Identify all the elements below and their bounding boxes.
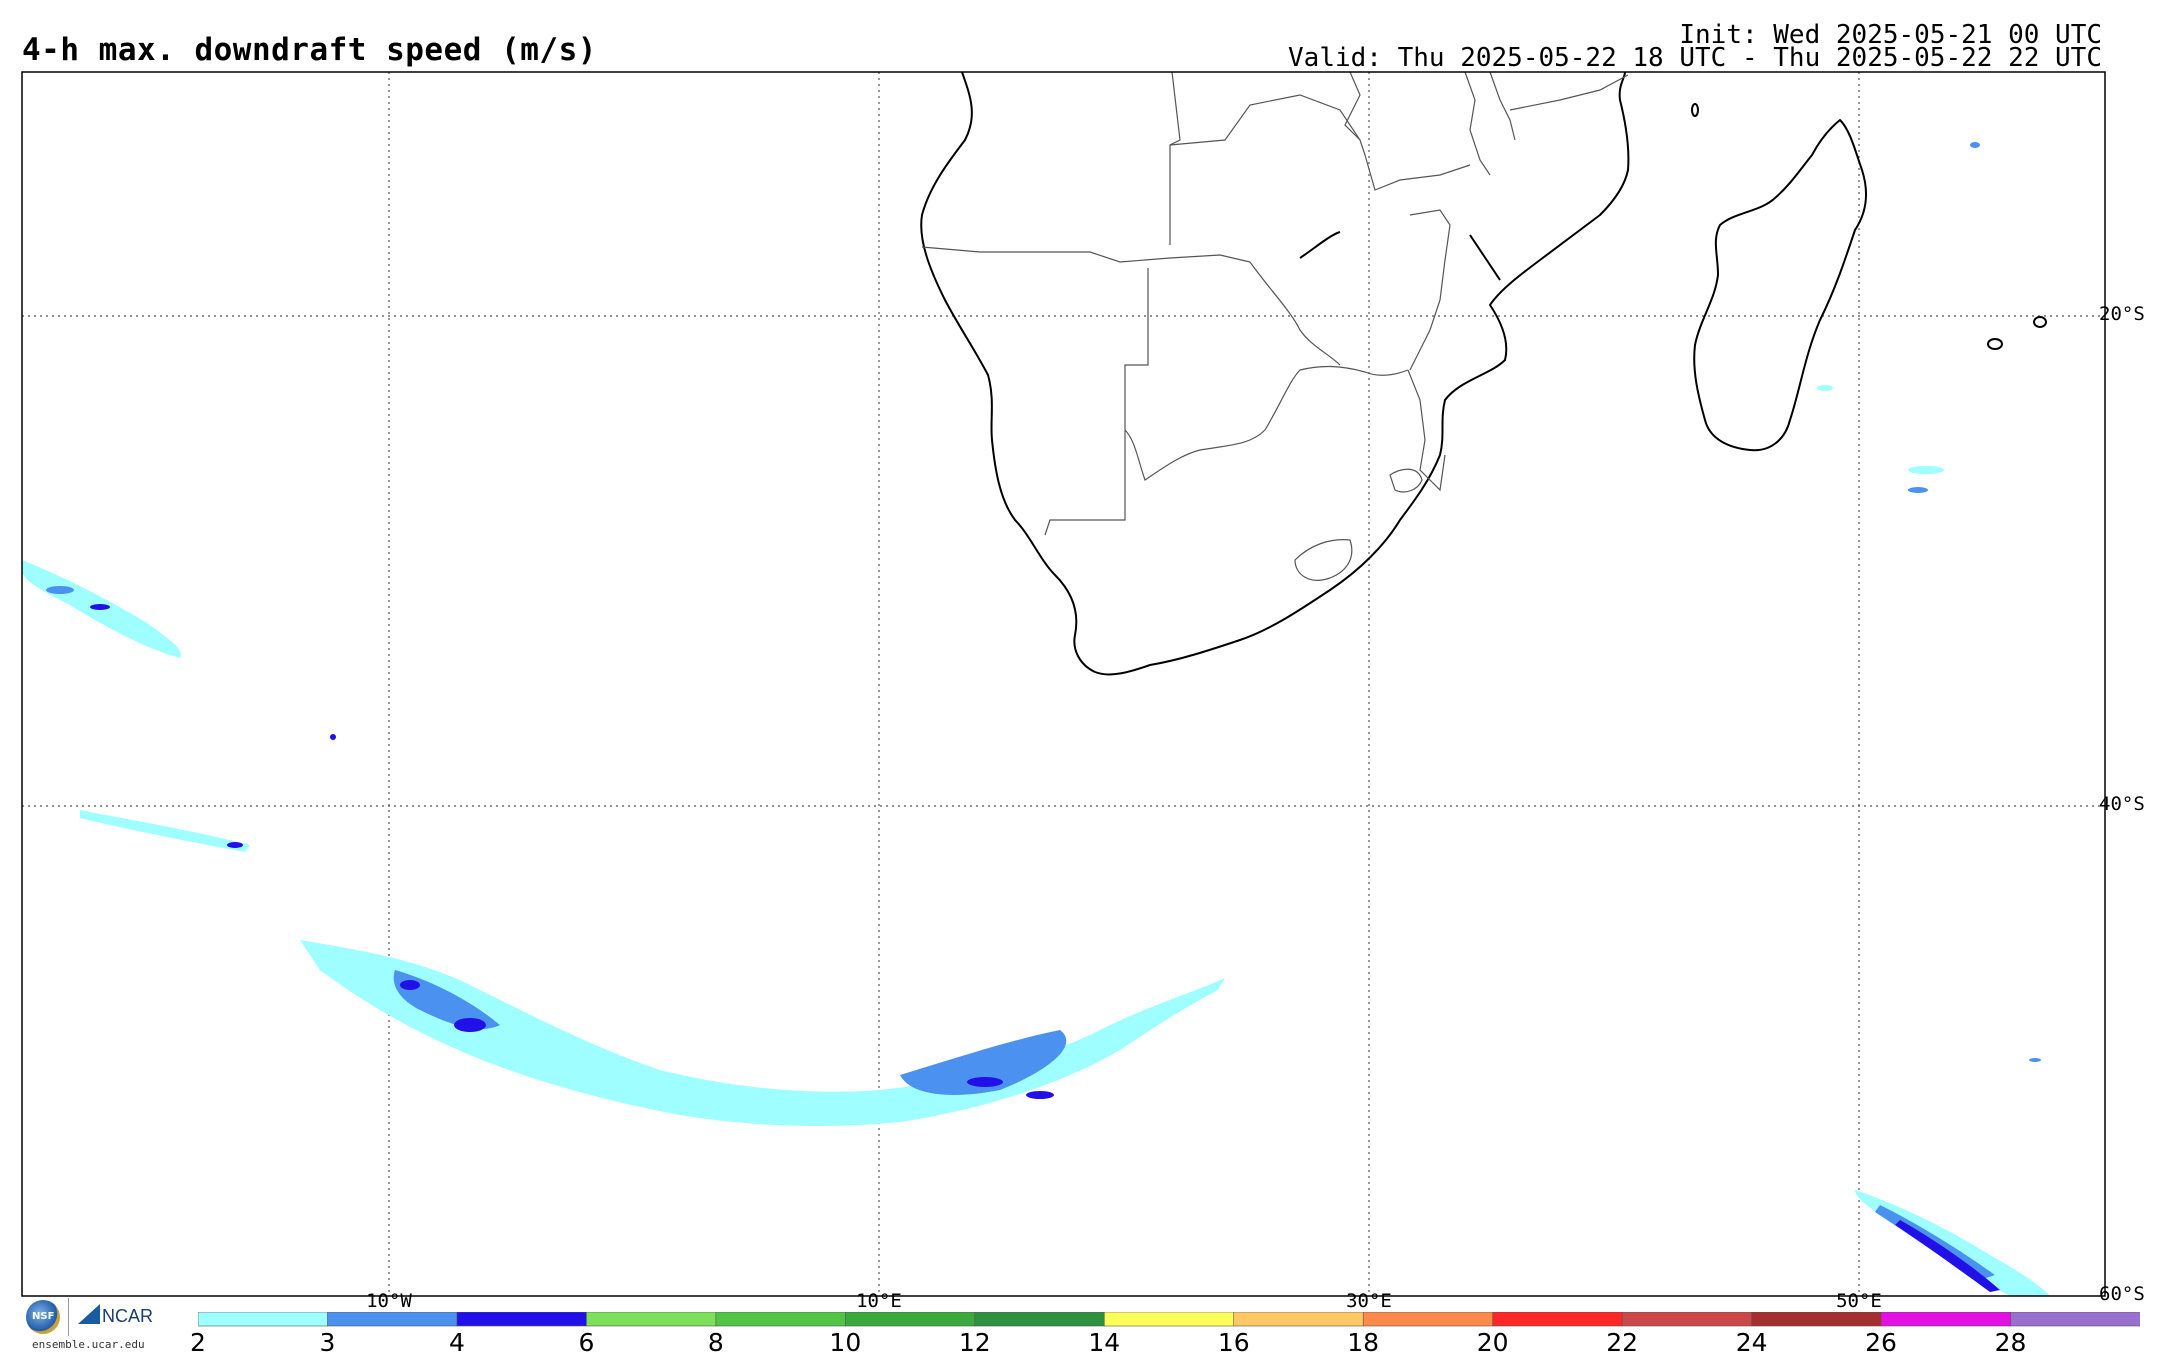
- border: [1169, 94, 1366, 156]
- downdraft-field: [22, 142, 2050, 1296]
- ncar-logo-icon: [78, 1304, 100, 1324]
- lat-label-40s: 40°S: [2099, 793, 2145, 815]
- border: [1124, 365, 1409, 481]
- border: [1344, 71, 1361, 141]
- field-cell: [2029, 1058, 2041, 1062]
- colorbar-segment: [845, 1312, 976, 1327]
- logo-divider: [68, 1298, 69, 1336]
- border: [1044, 268, 1149, 536]
- lon-label-10w: 10°W: [366, 1290, 412, 1312]
- lat-label-60s: 60°S: [2099, 1283, 2145, 1305]
- colorbar-segment: [1362, 1312, 1494, 1327]
- lon-label-50e: 50°E: [1836, 1290, 1882, 1312]
- colorbar-segment: [1621, 1312, 1753, 1327]
- field-arc-core-east2: [1026, 1091, 1054, 1099]
- coastlines: [920, 71, 2047, 676]
- border: [1169, 71, 1181, 245]
- colorbar-tick-label: 14: [1088, 1328, 1121, 1357]
- site-url: ensemble.ucar.edu: [32, 1338, 145, 1351]
- border: [1407, 369, 1446, 492]
- field-cell: [1970, 142, 1980, 148]
- colorbar-tick-label: 8: [707, 1328, 724, 1357]
- africa-coast: [920, 71, 1630, 676]
- logo-block: NSF NCAR ensemble.ucar.edu: [22, 1296, 172, 1352]
- field-se-core: [1895, 1220, 2000, 1292]
- lake-kariba: [1299, 231, 1341, 259]
- lat-label-20s: 20°S: [2099, 303, 2145, 325]
- init-time: Init: Wed 2025-05-21 00 UTC: [1679, 20, 2102, 50]
- valid-time: Valid: Thu 2025-05-22 18 UTC - Thu 2025-…: [1288, 43, 2102, 73]
- map-frame: [21, 71, 2106, 1297]
- colorbar-tick-label: 22: [1606, 1328, 1639, 1357]
- colorbar-segment: [198, 1312, 329, 1327]
- field-cell: [1908, 466, 1944, 474]
- field-arc-mid-east: [900, 1030, 1067, 1095]
- colorbar: [198, 1312, 2140, 1327]
- border: [1364, 154, 1471, 191]
- colorbar-tick-label: 3: [319, 1328, 336, 1357]
- colorbar-tick-label: 4: [448, 1328, 465, 1357]
- colorbar-segment: [327, 1312, 458, 1327]
- mauritius: [1987, 338, 2003, 350]
- colorbar-segment: [1492, 1312, 1623, 1327]
- colorbar-tick-label: 12: [958, 1328, 991, 1357]
- border: [921, 246, 1251, 263]
- border: [1409, 209, 1451, 371]
- colorbar-segment: [715, 1312, 847, 1327]
- colorbar-tick-label: 6: [578, 1328, 595, 1357]
- colorbar-tick-label: 28: [1994, 1328, 2027, 1357]
- field-arc-core-east: [967, 1077, 1003, 1087]
- field-arc-light: [300, 940, 1225, 1126]
- colorbar-segment: [2010, 1312, 2140, 1327]
- colorbar-tick-label: 2: [190, 1328, 206, 1357]
- field-arc-core-west: [454, 1018, 486, 1032]
- field-cell: [1817, 385, 1833, 391]
- colorbar-tick-label: 18: [1347, 1328, 1380, 1357]
- field-arc-mid-west: [393, 970, 500, 1030]
- colorbar-segment: [456, 1312, 588, 1327]
- colorbar-segment: [1233, 1312, 1364, 1327]
- colorbar-segment: [586, 1312, 717, 1327]
- gridlines: [22, 72, 2105, 1296]
- field-west-core2: [90, 604, 110, 610]
- border: [1249, 261, 1341, 366]
- colorbar-tick-label: 10: [829, 1328, 862, 1357]
- colorbar-segment: [1751, 1312, 1882, 1327]
- border: [1509, 74, 1629, 111]
- field-west-core3: [227, 842, 243, 848]
- colorbar-segment: [1880, 1312, 2012, 1327]
- colorbar-tick-label: 16: [1217, 1328, 1250, 1357]
- island-north: [1691, 103, 1699, 117]
- field-se-streak: [1855, 1190, 2050, 1296]
- field-west-core: [46, 586, 74, 594]
- border: [1464, 71, 1491, 176]
- colorbar-tick-label: 20: [1476, 1328, 1509, 1357]
- country-borders: [921, 71, 1629, 581]
- ncar-logo-text: NCAR: [102, 1306, 154, 1326]
- border: [1294, 539, 1353, 581]
- colorbar-tick-label: 24: [1735, 1328, 1768, 1357]
- nsf-logo-icon: [26, 1300, 60, 1334]
- madagascar-coast: [1693, 119, 1867, 452]
- nsf-logo-text: NSF: [32, 1311, 55, 1322]
- colorbar-tick-label: 26: [1865, 1328, 1897, 1357]
- field-west-band2: [80, 810, 250, 852]
- reunion: [2033, 316, 2047, 328]
- map-title: 4-h max. downdraft speed (m/s): [22, 32, 597, 68]
- border: [1489, 71, 1516, 141]
- border: [1389, 468, 1423, 493]
- lon-label-10e: 10°E: [856, 1290, 902, 1312]
- field-cell: [1908, 487, 1928, 493]
- lon-label-30e: 30°E: [1346, 1290, 1392, 1312]
- colorbar-segment: [1103, 1312, 1235, 1327]
- field-cell: [330, 734, 336, 740]
- lake-malawi: [1469, 234, 1501, 281]
- colorbar-segment: [974, 1312, 1106, 1327]
- field-arc-core-west2: [400, 980, 420, 990]
